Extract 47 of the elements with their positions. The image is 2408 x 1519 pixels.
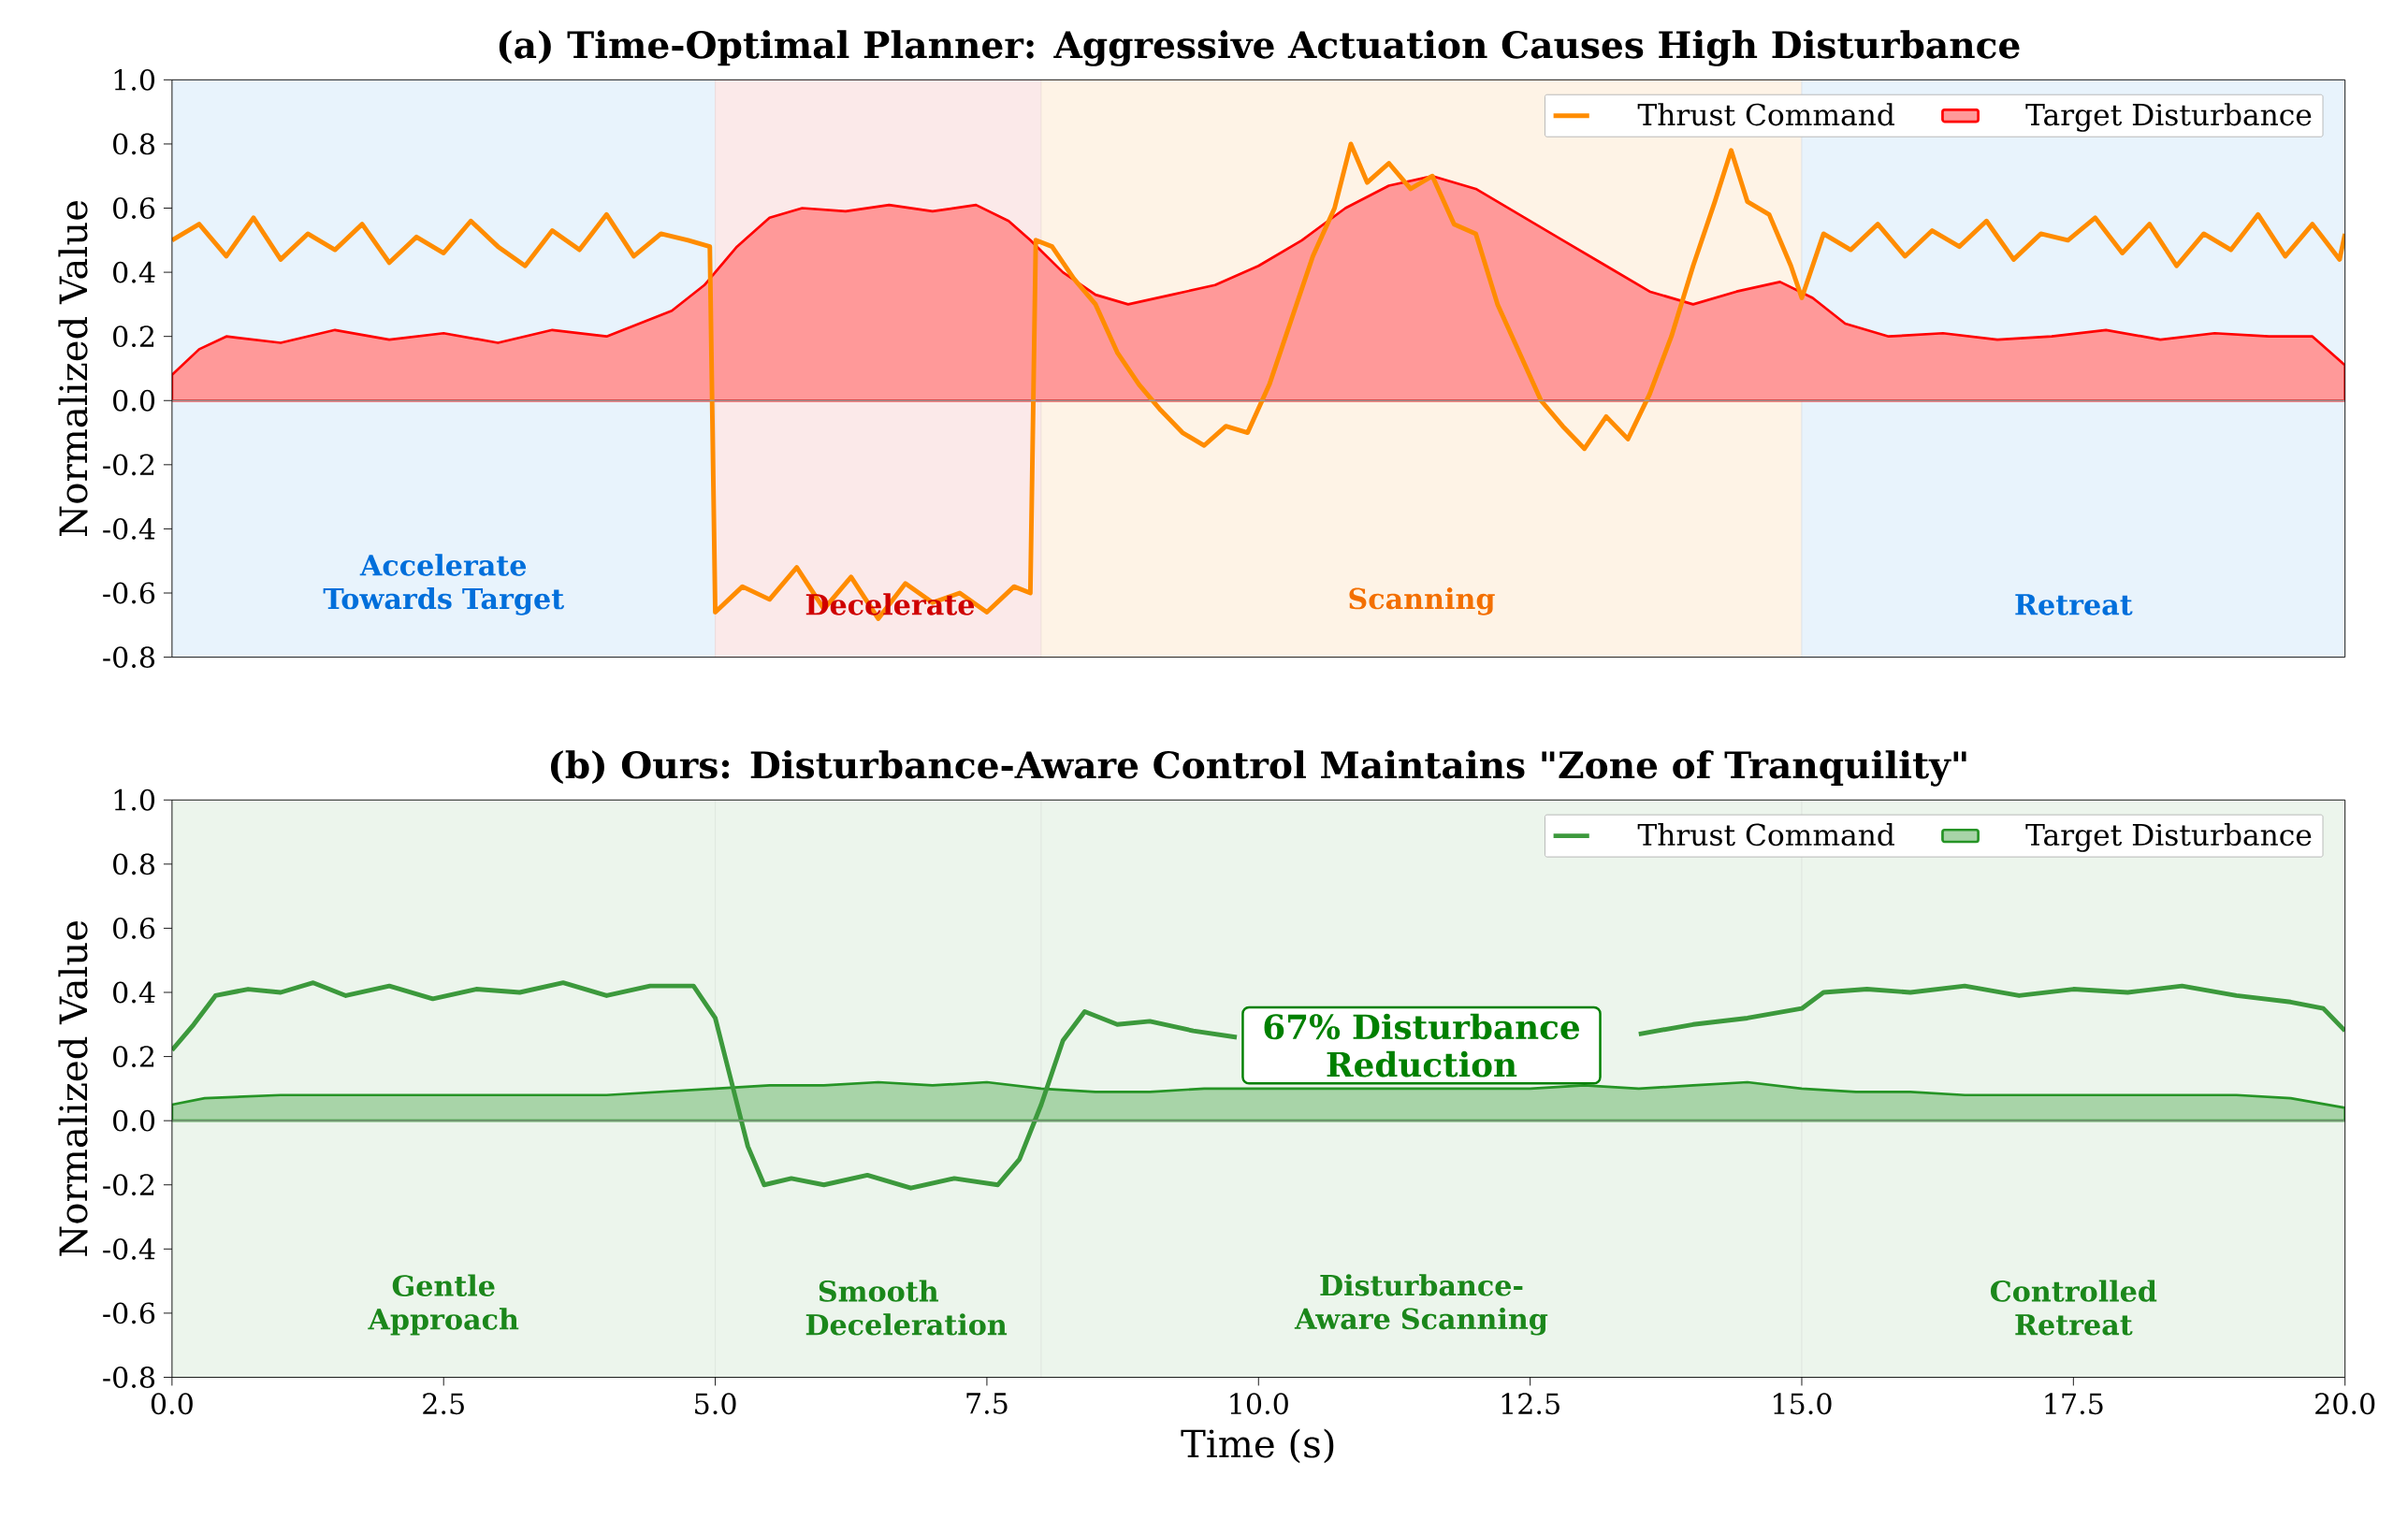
y-axis-title: Normalized Value <box>58 921 88 1257</box>
y-tick-label: -0.8 <box>103 646 155 669</box>
y-tick-label: 0.8 <box>113 853 155 875</box>
y-tick-label: -0.2 <box>103 454 154 476</box>
y-axis-title: Normalized Value <box>58 201 88 537</box>
chart-title: (b) Ours: Disturbance-Aware Control Maintains "Zone of Tranquility" <box>550 750 1966 787</box>
y-tick-label: 0.6 <box>113 918 155 940</box>
x-tick-label: 17.5 <box>2045 1393 2103 1415</box>
band-label: Gentle Approach <box>368 1274 519 1336</box>
legend-label: Target Disturbance <box>2025 103 2312 133</box>
x-tick-label: 10.0 <box>1230 1393 1288 1415</box>
y-tick-label: 0.2 <box>113 1046 154 1068</box>
x-axis-title: Time (s) <box>1181 1428 1334 1464</box>
legend-label: Target Disturbance <box>2025 823 2312 853</box>
y-tick-label: 0.6 <box>113 197 155 220</box>
x-tick-label: 20.0 <box>2315 1393 2375 1415</box>
y-tick-label: -0.4 <box>103 1238 155 1260</box>
y-tick-label: 0.0 <box>113 390 155 412</box>
band-label: Smooth Deceleration <box>805 1280 1008 1336</box>
x-tick-label: 12.5 <box>1501 1393 1559 1415</box>
band-label: Controlled Retreat <box>1991 1280 2157 1336</box>
y-tick-label: -0.2 <box>103 1174 154 1196</box>
legend-label: Thrust Command <box>1637 823 1894 846</box>
band-label: Retreat <box>2015 594 2133 615</box>
band-label: Accelerate Towards Target <box>323 554 565 615</box>
y-tick-label: 1.0 <box>114 789 155 811</box>
chart-title: (a) Time-Optimal Planner: Aggressive Actuation Causes High Disturbance <box>499 30 2020 66</box>
y-tick-label: -0.6 <box>103 1302 155 1324</box>
x-tick-label: 15.0 <box>1774 1393 1832 1415</box>
y-tick-label: 1.0 <box>114 69 155 91</box>
legend-label: Thrust Command <box>1637 103 1894 126</box>
y-tick-label: 0.2 <box>113 326 154 348</box>
x-tick-label: 5.0 <box>695 1393 736 1415</box>
y-tick-label: 0.4 <box>113 261 155 283</box>
x-tick-label: 2.5 <box>423 1393 464 1415</box>
y-tick-label: -0.4 <box>103 518 155 541</box>
line-series <box>171 141 2345 622</box>
y-tick-label: 0.8 <box>113 133 155 155</box>
y-tick-label: -0.8 <box>103 1367 155 1389</box>
x-tick-label: 0.0 <box>151 1393 193 1415</box>
y-tick-label: 0.4 <box>113 981 155 1004</box>
annotation: 67% Disturbance Reduction <box>1264 1013 1580 1078</box>
band-label: Scanning <box>1349 587 1495 615</box>
y-tick-label: 0.0 <box>113 1109 155 1132</box>
x-tick-label: 7.5 <box>966 1393 1008 1414</box>
band-label: Disturbance-Aware Scanning <box>1294 1274 1548 1336</box>
y-tick-label: -0.6 <box>103 582 155 604</box>
